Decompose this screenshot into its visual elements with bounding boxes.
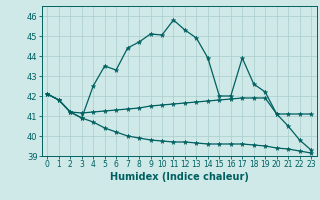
X-axis label: Humidex (Indice chaleur): Humidex (Indice chaleur) <box>110 172 249 182</box>
